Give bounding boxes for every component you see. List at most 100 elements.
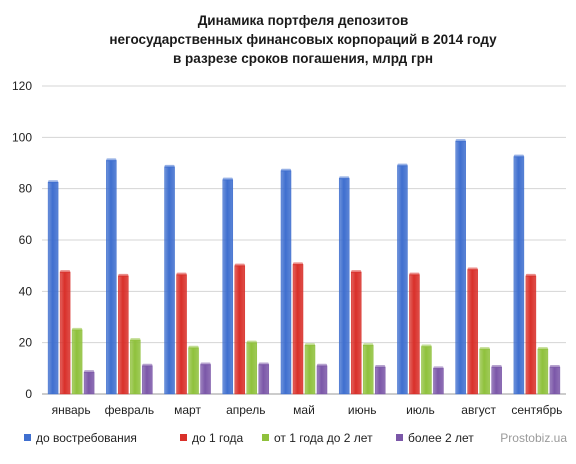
bar-top (549, 365, 560, 369)
bar-top (409, 272, 420, 276)
bar-top (281, 168, 291, 172)
x-tick-label: май (293, 403, 315, 417)
legend-swatch (24, 434, 31, 441)
legend-swatch (396, 434, 403, 441)
y-tick-label: 60 (19, 233, 33, 247)
y-axis-ticks: 0 20 40 60 80 100 120 (12, 79, 32, 401)
bar (118, 275, 129, 395)
bar (71, 329, 83, 395)
x-tick-label: июнь (348, 403, 377, 417)
bar (130, 339, 141, 395)
bars (47, 139, 561, 395)
bar-top (537, 347, 548, 351)
bar (397, 165, 408, 395)
legend: до востребования до 1 года от 1 года до 2 … (24, 431, 474, 445)
bar (188, 347, 199, 395)
x-tick-label: март (174, 403, 201, 417)
bar-top (491, 365, 502, 369)
bar-top (351, 270, 362, 274)
bar-top (293, 262, 303, 266)
bar (176, 274, 187, 395)
y-tick-label: 80 (19, 182, 33, 196)
bar-top (258, 362, 269, 366)
bar (200, 364, 211, 395)
chart-title: Динамика портфеля депозитов негосударстве… (109, 13, 497, 66)
bar (338, 178, 350, 395)
bar (362, 344, 374, 395)
bar-top (305, 343, 315, 347)
y-tick-label: 20 (19, 336, 33, 350)
bar-top (479, 347, 490, 351)
bar-top (234, 263, 245, 267)
bar-top (525, 273, 536, 277)
bar-top (188, 345, 199, 349)
bar-top (455, 139, 466, 143)
bar (350, 271, 362, 395)
bar (246, 342, 258, 395)
bar-top (421, 344, 432, 348)
legend-label: до 1 года (192, 431, 244, 445)
legend-swatch (180, 434, 187, 441)
bar (479, 348, 490, 395)
bar-top (246, 340, 257, 344)
y-tick-label: 120 (12, 79, 32, 93)
bar (106, 160, 117, 395)
bar (537, 348, 549, 395)
bar (467, 269, 478, 395)
bar-top (317, 363, 327, 367)
x-tick-label: июль (406, 403, 435, 417)
bar (433, 368, 444, 395)
bar (455, 140, 466, 395)
bar-top (164, 164, 175, 168)
bar-top (48, 180, 59, 184)
y-tick-label: 100 (12, 130, 32, 144)
legend-label: от 1 года до 2 лет (274, 431, 373, 445)
bar (374, 366, 386, 395)
chart-title-line: Динамика портфеля депозитов (198, 13, 409, 28)
bar-top (106, 158, 117, 162)
bar-top (397, 163, 408, 167)
chart-title-line: негосударственных финансовых корпораций … (109, 32, 497, 47)
x-tick-label: январь (52, 403, 91, 417)
y-tick-label: 40 (19, 284, 33, 298)
bar (304, 344, 316, 395)
x-tick-label: апрель (226, 403, 265, 417)
bar-top (176, 272, 187, 276)
bar (409, 274, 420, 395)
grid-lines (42, 85, 566, 395)
bar (513, 156, 525, 395)
bar (316, 365, 328, 395)
bar (164, 166, 175, 395)
x-tick-label: август (461, 403, 496, 417)
bar-top (142, 363, 153, 367)
bar-top (467, 267, 478, 271)
bar-top (222, 177, 233, 181)
x-tick-label: сентябрь (511, 403, 562, 417)
bar-top (513, 154, 524, 158)
bar (258, 364, 270, 395)
bar-top (433, 366, 444, 370)
y-tick-label: 0 (25, 387, 32, 401)
bar-top (339, 176, 350, 180)
bar (280, 170, 292, 395)
bar-top (130, 338, 141, 342)
bar-top (363, 343, 374, 347)
bar-top (200, 362, 211, 366)
bar (491, 366, 502, 395)
watermark: Prostobiz.ua (500, 431, 567, 445)
legend-label: более 2 лет (408, 431, 474, 445)
bar (59, 271, 71, 395)
chart-title-line: в разрезе сроков погашения, млрд грн (173, 51, 433, 66)
legend-swatch (262, 434, 269, 441)
bar-top (60, 270, 71, 274)
legend-label: до востребования (36, 431, 137, 445)
bar (292, 264, 304, 395)
bar-top (118, 273, 129, 277)
bar (421, 346, 432, 395)
bar-top (375, 365, 386, 369)
bar (83, 371, 95, 395)
bar (549, 366, 561, 395)
bar (525, 275, 537, 395)
